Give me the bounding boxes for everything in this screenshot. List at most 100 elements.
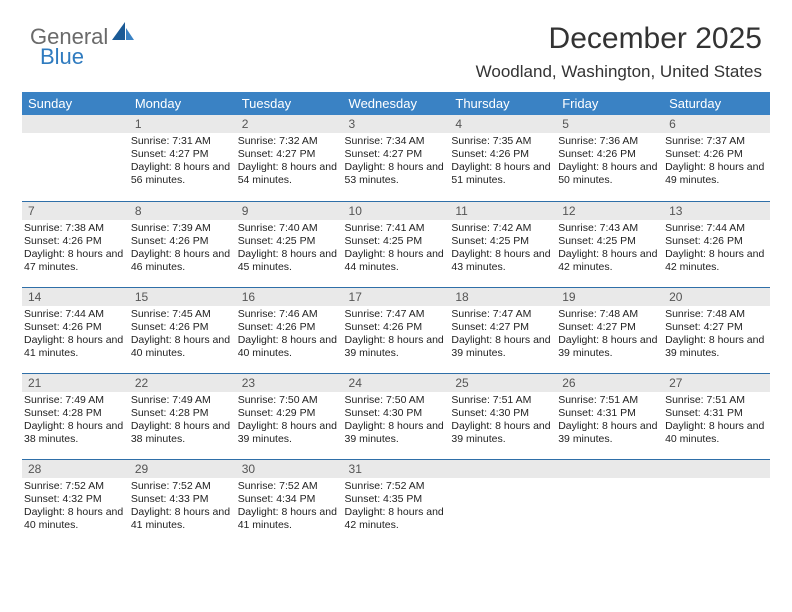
day-number: 16 <box>236 288 343 306</box>
sunrise-text: Sunrise: 7:42 AM <box>451 222 552 235</box>
weekday-header: Tuesday <box>236 92 343 115</box>
daylight-text: Daylight: 8 hours and 40 minutes. <box>238 334 339 360</box>
sunset-text: Sunset: 4:27 PM <box>345 148 446 161</box>
calendar-day-cell: 8Sunrise: 7:39 AMSunset: 4:26 PMDaylight… <box>129 201 236 287</box>
daylight-text: Daylight: 8 hours and 42 minutes. <box>558 248 659 274</box>
daylight-text: Daylight: 8 hours and 46 minutes. <box>131 248 232 274</box>
day-number <box>663 460 770 478</box>
sunrise-text: Sunrise: 7:52 AM <box>345 480 446 493</box>
calendar-day-cell: 22Sunrise: 7:49 AMSunset: 4:28 PMDayligh… <box>129 373 236 459</box>
daylight-text: Daylight: 8 hours and 39 minutes. <box>345 334 446 360</box>
weekday-header: Sunday <box>22 92 129 115</box>
day-number: 3 <box>343 115 450 133</box>
calendar-day-cell: 20Sunrise: 7:48 AMSunset: 4:27 PMDayligh… <box>663 287 770 373</box>
sunrise-text: Sunrise: 7:50 AM <box>238 394 339 407</box>
sunrise-text: Sunrise: 7:37 AM <box>665 135 766 148</box>
day-number: 18 <box>449 288 556 306</box>
daylight-text: Daylight: 8 hours and 41 minutes. <box>238 506 339 532</box>
day-number: 27 <box>663 374 770 392</box>
day-number: 15 <box>129 288 236 306</box>
day-data: Sunrise: 7:49 AMSunset: 4:28 PMDaylight:… <box>22 392 129 449</box>
sunset-text: Sunset: 4:25 PM <box>345 235 446 248</box>
sunset-text: Sunset: 4:30 PM <box>345 407 446 420</box>
calendar-day-cell: 21Sunrise: 7:49 AMSunset: 4:28 PMDayligh… <box>22 373 129 459</box>
daylight-text: Daylight: 8 hours and 41 minutes. <box>131 506 232 532</box>
weekday-header: Wednesday <box>343 92 450 115</box>
calendar-day-cell: 12Sunrise: 7:43 AMSunset: 4:25 PMDayligh… <box>556 201 663 287</box>
daylight-text: Daylight: 8 hours and 39 minutes. <box>451 420 552 446</box>
day-data: Sunrise: 7:39 AMSunset: 4:26 PMDaylight:… <box>129 220 236 277</box>
daylight-text: Daylight: 8 hours and 40 minutes. <box>24 506 125 532</box>
sunrise-text: Sunrise: 7:44 AM <box>24 308 125 321</box>
day-data: Sunrise: 7:36 AMSunset: 4:26 PMDaylight:… <box>556 133 663 190</box>
day-data: Sunrise: 7:49 AMSunset: 4:28 PMDaylight:… <box>129 392 236 449</box>
calendar-week-row: 14Sunrise: 7:44 AMSunset: 4:26 PMDayligh… <box>22 287 770 373</box>
calendar-day-cell: 19Sunrise: 7:48 AMSunset: 4:27 PMDayligh… <box>556 287 663 373</box>
sunset-text: Sunset: 4:30 PM <box>451 407 552 420</box>
calendar-day-cell: 26Sunrise: 7:51 AMSunset: 4:31 PMDayligh… <box>556 373 663 459</box>
calendar-day-cell: 18Sunrise: 7:47 AMSunset: 4:27 PMDayligh… <box>449 287 556 373</box>
calendar-day-cell: 24Sunrise: 7:50 AMSunset: 4:30 PMDayligh… <box>343 373 450 459</box>
day-number: 22 <box>129 374 236 392</box>
day-number: 4 <box>449 115 556 133</box>
sunrise-text: Sunrise: 7:43 AM <box>558 222 659 235</box>
daylight-text: Daylight: 8 hours and 39 minutes. <box>558 334 659 360</box>
daylight-text: Daylight: 8 hours and 39 minutes. <box>665 334 766 360</box>
calendar-day-cell: 14Sunrise: 7:44 AMSunset: 4:26 PMDayligh… <box>22 287 129 373</box>
calendar-day-cell <box>449 459 556 545</box>
sunset-text: Sunset: 4:27 PM <box>665 321 766 334</box>
weekday-header: Monday <box>129 92 236 115</box>
sunset-text: Sunset: 4:31 PM <box>665 407 766 420</box>
day-data: Sunrise: 7:48 AMSunset: 4:27 PMDaylight:… <box>556 306 663 363</box>
day-data: Sunrise: 7:50 AMSunset: 4:30 PMDaylight:… <box>343 392 450 449</box>
sunset-text: Sunset: 4:26 PM <box>131 235 232 248</box>
daylight-text: Daylight: 8 hours and 42 minutes. <box>345 506 446 532</box>
day-number: 31 <box>343 460 450 478</box>
sunset-text: Sunset: 4:26 PM <box>558 148 659 161</box>
day-number <box>449 460 556 478</box>
calendar-day-cell: 9Sunrise: 7:40 AMSunset: 4:25 PMDaylight… <box>236 201 343 287</box>
calendar-day-cell: 28Sunrise: 7:52 AMSunset: 4:32 PMDayligh… <box>22 459 129 545</box>
day-number: 20 <box>663 288 770 306</box>
day-data: Sunrise: 7:48 AMSunset: 4:27 PMDaylight:… <box>663 306 770 363</box>
daylight-text: Daylight: 8 hours and 42 minutes. <box>665 248 766 274</box>
day-data: Sunrise: 7:35 AMSunset: 4:26 PMDaylight:… <box>449 133 556 190</box>
weekday-header-row: Sunday Monday Tuesday Wednesday Thursday… <box>22 92 770 115</box>
day-data: Sunrise: 7:50 AMSunset: 4:29 PMDaylight:… <box>236 392 343 449</box>
day-data: Sunrise: 7:37 AMSunset: 4:26 PMDaylight:… <box>663 133 770 190</box>
day-number: 13 <box>663 202 770 220</box>
page-title: December 2025 <box>549 22 762 56</box>
sunset-text: Sunset: 4:25 PM <box>558 235 659 248</box>
day-number: 7 <box>22 202 129 220</box>
day-number: 28 <box>22 460 129 478</box>
sunrise-text: Sunrise: 7:32 AM <box>238 135 339 148</box>
day-data: Sunrise: 7:52 AMSunset: 4:33 PMDaylight:… <box>129 478 236 535</box>
sunrise-text: Sunrise: 7:47 AM <box>451 308 552 321</box>
sunrise-text: Sunrise: 7:31 AM <box>131 135 232 148</box>
daylight-text: Daylight: 8 hours and 38 minutes. <box>24 420 125 446</box>
sunset-text: Sunset: 4:26 PM <box>238 321 339 334</box>
day-data: Sunrise: 7:38 AMSunset: 4:26 PMDaylight:… <box>22 220 129 277</box>
day-number: 19 <box>556 288 663 306</box>
day-data: Sunrise: 7:51 AMSunset: 4:31 PMDaylight:… <box>663 392 770 449</box>
day-data: Sunrise: 7:52 AMSunset: 4:34 PMDaylight:… <box>236 478 343 535</box>
day-data: Sunrise: 7:47 AMSunset: 4:27 PMDaylight:… <box>449 306 556 363</box>
calendar-day-cell: 31Sunrise: 7:52 AMSunset: 4:35 PMDayligh… <box>343 459 450 545</box>
sunrise-text: Sunrise: 7:45 AM <box>131 308 232 321</box>
sunrise-text: Sunrise: 7:40 AM <box>238 222 339 235</box>
calendar-day-cell: 30Sunrise: 7:52 AMSunset: 4:34 PMDayligh… <box>236 459 343 545</box>
daylight-text: Daylight: 8 hours and 45 minutes. <box>238 248 339 274</box>
weekday-header: Thursday <box>449 92 556 115</box>
day-data: Sunrise: 7:44 AMSunset: 4:26 PMDaylight:… <box>22 306 129 363</box>
calendar-day-cell: 29Sunrise: 7:52 AMSunset: 4:33 PMDayligh… <box>129 459 236 545</box>
sunrise-text: Sunrise: 7:52 AM <box>131 480 232 493</box>
day-data: Sunrise: 7:32 AMSunset: 4:27 PMDaylight:… <box>236 133 343 190</box>
daylight-text: Daylight: 8 hours and 51 minutes. <box>451 161 552 187</box>
day-data: Sunrise: 7:47 AMSunset: 4:26 PMDaylight:… <box>343 306 450 363</box>
day-data: Sunrise: 7:52 AMSunset: 4:32 PMDaylight:… <box>22 478 129 535</box>
sunrise-text: Sunrise: 7:51 AM <box>558 394 659 407</box>
sunrise-text: Sunrise: 7:34 AM <box>345 135 446 148</box>
sunset-text: Sunset: 4:26 PM <box>131 321 232 334</box>
sunrise-text: Sunrise: 7:36 AM <box>558 135 659 148</box>
daylight-text: Daylight: 8 hours and 47 minutes. <box>24 248 125 274</box>
